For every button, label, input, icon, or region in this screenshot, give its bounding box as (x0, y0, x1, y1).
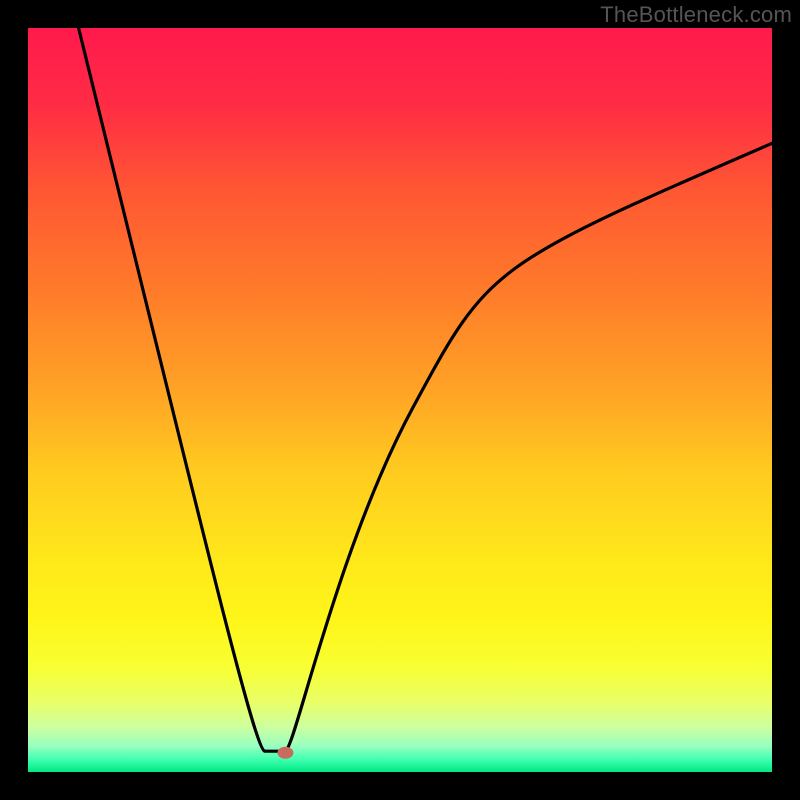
plot-area (28, 28, 772, 772)
chart-frame: TheBottleneck.com (0, 0, 800, 800)
plot-svg (28, 28, 772, 772)
watermark-text: TheBottleneck.com (600, 2, 792, 28)
gradient-background (28, 28, 772, 772)
minimum-marker (277, 747, 293, 759)
